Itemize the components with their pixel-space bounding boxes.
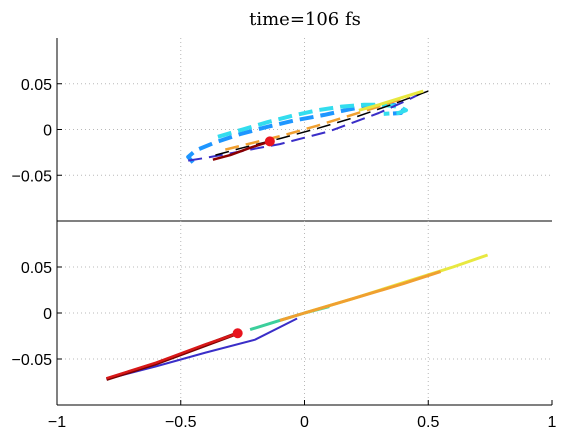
bottom-y-tick-label: 0 [43, 306, 52, 323]
bottom-y-tick-label: −0.05 [12, 352, 53, 369]
top-y-tick-label: −0.05 [12, 168, 53, 185]
top-series-5 [358, 89, 424, 112]
x-tick-label: −1 [48, 414, 66, 431]
x-tick-label: 0 [300, 414, 309, 431]
top-series-2 [188, 90, 427, 162]
x-axis-ticks: −1 −0.5 0 0.5 1 [48, 400, 557, 431]
bottom-series-0 [106, 317, 298, 381]
bottom-axes: −0.05 0 0.05 [12, 221, 552, 406]
bottom-marker [232, 328, 243, 339]
top-series-3 [215, 90, 429, 156]
chart-title: time=106 fs [249, 9, 361, 30]
top-marker [264, 136, 275, 147]
top-axes: −0.05 0 0.05 [12, 38, 552, 222]
top-series-6 [212, 140, 271, 161]
bottom-series-3 [279, 270, 442, 322]
bottom-y-tick-label: 0.05 [21, 260, 52, 277]
x-tick-label: 0.5 [417, 414, 439, 431]
x-tick-label: −0.5 [165, 414, 197, 431]
x-tick-label: 1 [548, 414, 557, 431]
top-series-4 [225, 95, 409, 151]
bottom-series-5 [106, 333, 236, 380]
top-y-tick-label: 0.05 [21, 77, 52, 94]
top-y-tick-label: 0 [43, 123, 52, 140]
top-series-1 [217, 102, 408, 139]
top-series-0 [186, 101, 406, 164]
